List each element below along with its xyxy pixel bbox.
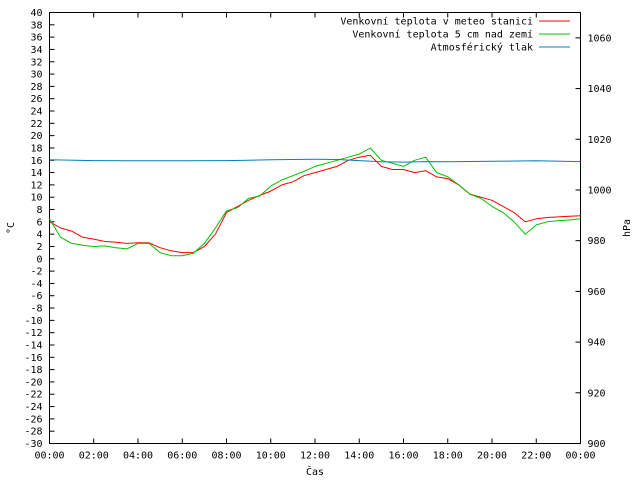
y2-tick-label: 940: [588, 338, 606, 349]
y-tick-label: -28: [24, 427, 42, 438]
x-tick-label: 16:00: [388, 451, 418, 462]
x-tick-label: 00:00: [34, 451, 64, 462]
y-tick-label: -2: [30, 267, 42, 278]
x-tick-label: 00:00: [565, 451, 595, 462]
y-tick-label: -18: [24, 365, 42, 376]
y-tick-label: -14: [24, 340, 42, 351]
legend: Venkovní teplota v meteo staniciVenkovní…: [340, 16, 570, 54]
y2-tick-label: 1000: [588, 185, 612, 196]
y-tick-label: 6: [36, 217, 42, 228]
x-tick-label: 22:00: [521, 451, 551, 462]
y-tick-label: -4: [30, 279, 42, 290]
series-line-3: [49, 158, 581, 163]
y-tick-label: -26: [24, 414, 42, 425]
y2-tick-label: 1020: [588, 135, 612, 146]
y-tick-label: -16: [24, 353, 42, 364]
y-tick-label: 8: [36, 205, 42, 216]
legend-label: Venkovní teplota 5 cm nad zemí: [352, 29, 533, 41]
y-tick-label: 20: [30, 131, 42, 142]
legend-label: Atmosférický tlak: [431, 42, 533, 54]
y-tick-label: 12: [30, 180, 42, 191]
x-tick-label: 10:00: [256, 451, 286, 462]
plot-frame: [49, 12, 581, 444]
y-axis-title: °C: [6, 222, 17, 234]
y-tick-label: 2: [36, 242, 42, 253]
y-tick-label: 22: [30, 119, 42, 130]
x-tick-label: 04:00: [123, 451, 153, 462]
y2-tick-label: 1060: [588, 33, 612, 44]
axis-ticks: [49, 12, 581, 444]
y-tick-label: 38: [30, 20, 42, 31]
y2-axis-title: hPa: [622, 219, 633, 237]
y-tick-label: -10: [24, 316, 42, 327]
y-tick-label: -20: [24, 377, 42, 388]
y-tick-label: 40: [30, 8, 42, 19]
x-tick-label: 06:00: [167, 451, 197, 462]
y-tick-label: 14: [30, 168, 42, 179]
x-axis-title: Čas: [306, 465, 324, 478]
y-tick-label: 28: [30, 82, 42, 93]
x-tick-label: 02:00: [79, 451, 109, 462]
y-tick-label: 26: [30, 94, 42, 105]
y-tick-label: 30: [30, 70, 42, 81]
x-tick-label: 20:00: [477, 451, 507, 462]
y-tick-label: -8: [30, 304, 42, 315]
y-tick-label: -6: [30, 291, 42, 302]
legend-label: Venkovní teplota v meteo stanici: [340, 16, 533, 28]
axis-tick-labels: 00:00 02:00 04:00 06:00 08:00 10:00 12:00 14:00…: [24, 8, 611, 462]
series-line-2: [49, 147, 581, 257]
y-tick-label: 34: [30, 45, 42, 56]
y-tick-label: -24: [24, 402, 42, 413]
y-tick-label: 16: [30, 156, 42, 167]
y-tick-label: 36: [30, 33, 42, 44]
y2-tick-label: 920: [588, 388, 606, 399]
y-tick-label: 24: [30, 107, 42, 118]
y2-tick-label: 960: [588, 287, 606, 298]
y-tick-label: 32: [30, 57, 42, 68]
y2-tick-label: 900: [588, 439, 606, 450]
y-tick-label: -12: [24, 328, 42, 339]
series-line-1: [49, 154, 581, 254]
x-tick-label: 12:00: [300, 451, 330, 462]
y-tick-label: 18: [30, 143, 42, 154]
y-tick-label: 4: [36, 230, 42, 241]
x-tick-label: 18:00: [433, 451, 463, 462]
y2-tick-label: 980: [588, 236, 606, 247]
y-tick-label: 10: [30, 193, 42, 204]
data-series: [49, 147, 581, 257]
y-tick-label: 0: [36, 254, 42, 265]
y-tick-label: -22: [24, 390, 42, 401]
y2-tick-label: 1040: [588, 84, 612, 95]
y-tick-label: -30: [24, 439, 42, 450]
x-tick-label: 08:00: [211, 451, 241, 462]
x-tick-label: 14:00: [344, 451, 374, 462]
